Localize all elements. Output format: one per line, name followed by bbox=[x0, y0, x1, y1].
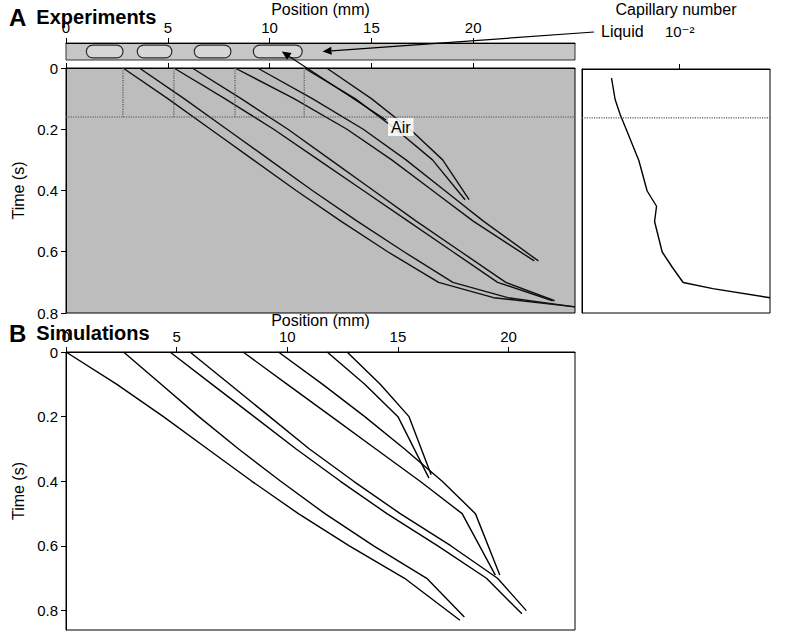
svg-text:15: 15 bbox=[363, 19, 380, 36]
svg-text:0.4: 0.4 bbox=[37, 182, 58, 199]
svg-text:Position (mm): Position (mm) bbox=[271, 312, 370, 329]
svg-text:Experiments: Experiments bbox=[36, 6, 156, 28]
svg-text:0: 0 bbox=[50, 344, 58, 361]
svg-text:B: B bbox=[9, 320, 26, 347]
svg-text:A: A bbox=[9, 4, 26, 31]
svg-text:5: 5 bbox=[164, 19, 172, 36]
svg-text:0.2: 0.2 bbox=[37, 408, 58, 425]
svg-text:0.4: 0.4 bbox=[37, 473, 58, 490]
svg-text:Position (mm): Position (mm) bbox=[271, 1, 370, 18]
svg-text:15: 15 bbox=[390, 328, 407, 345]
svg-text:20: 20 bbox=[500, 328, 517, 345]
svg-text:0.2: 0.2 bbox=[37, 121, 58, 138]
svg-text:10⁻²: 10⁻² bbox=[665, 23, 695, 40]
svg-text:Time (s): Time (s) bbox=[10, 161, 27, 219]
svg-text:Time (s): Time (s) bbox=[10, 462, 27, 520]
svg-text:0.8: 0.8 bbox=[37, 602, 58, 619]
svg-text:Air: Air bbox=[391, 119, 411, 136]
svg-text:20: 20 bbox=[465, 19, 482, 36]
svg-text:5: 5 bbox=[172, 328, 180, 345]
svg-text:0.8: 0.8 bbox=[37, 305, 58, 322]
svg-text:0.6: 0.6 bbox=[37, 537, 58, 554]
svg-text:10: 10 bbox=[279, 328, 296, 345]
svg-text:Capillary number: Capillary number bbox=[616, 1, 738, 18]
svg-text:Simulations: Simulations bbox=[36, 322, 149, 344]
svg-text:0: 0 bbox=[50, 60, 58, 77]
svg-text:Liquid: Liquid bbox=[601, 23, 644, 40]
svg-text:10: 10 bbox=[261, 19, 278, 36]
svg-text:0.6: 0.6 bbox=[37, 243, 58, 260]
